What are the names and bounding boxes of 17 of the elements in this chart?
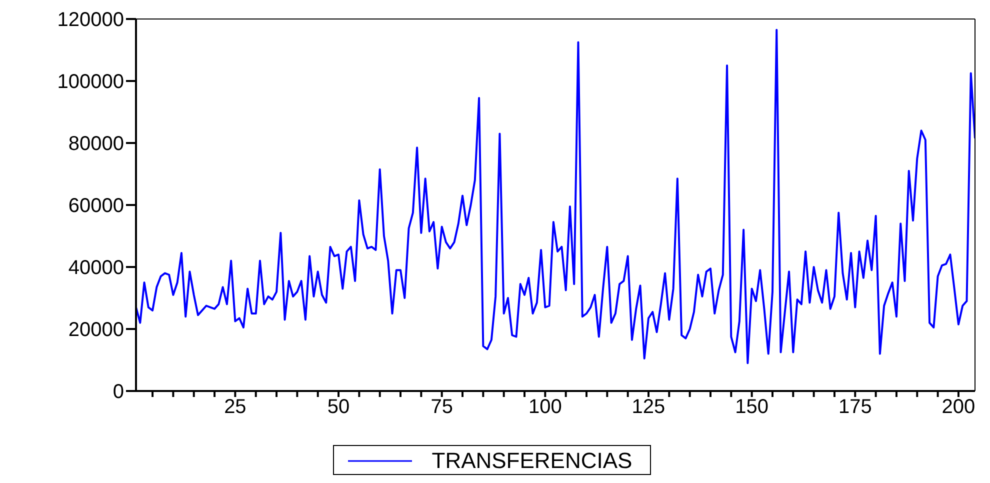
y-tick-label: 0 bbox=[112, 381, 124, 404]
y-tick-label: 80000 bbox=[68, 133, 124, 156]
y-tick-label: 120000 bbox=[57, 9, 124, 32]
x-tick-label: 50 bbox=[327, 396, 350, 418]
y-tick-label: 100000 bbox=[57, 71, 124, 94]
x-tick-label: 100 bbox=[528, 396, 562, 418]
x-tick-label: 25 bbox=[224, 396, 246, 418]
x-tick-label: 175 bbox=[838, 396, 872, 418]
x-tick-label: 150 bbox=[735, 396, 769, 418]
y-tick-label: 40000 bbox=[68, 257, 124, 280]
x-tick-label: 125 bbox=[632, 396, 666, 418]
y-tick-label: 60000 bbox=[68, 195, 124, 218]
x-tick-label: 200 bbox=[942, 396, 976, 418]
x-tick-label: 75 bbox=[430, 396, 453, 418]
y-tick-label: 20000 bbox=[68, 319, 124, 342]
legend-label: TRANSFERENCIAS bbox=[432, 448, 632, 474]
line-series bbox=[136, 28, 975, 364]
